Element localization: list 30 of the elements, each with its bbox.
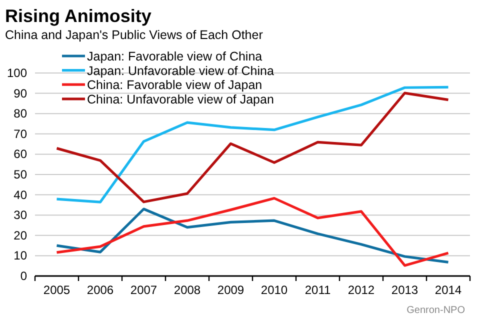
line-series [55, 196, 450, 267]
legend-label: Japan: Favorable view of China [87, 50, 262, 64]
legend-label: China: Favorable view of Japan [87, 78, 262, 92]
line-series [55, 208, 450, 264]
x-tick-label: 2012 [348, 283, 375, 297]
x-tick-label: 2006 [86, 283, 114, 297]
y-tick-label: 0 [20, 269, 28, 283]
x-tick-label: 2008 [174, 283, 201, 297]
x-tick-label: 2014 [434, 283, 462, 297]
y-tick-label: 70 [14, 126, 28, 141]
y-tick-label: 100 [6, 66, 28, 80]
legend-label: Japan: Unfavorable view of China [87, 64, 274, 78]
x-tick-label: 2005 [43, 283, 70, 297]
x-tick-label: 2009 [217, 283, 244, 297]
y-tick-label: 30 [14, 208, 28, 222]
y-tick-label: 20 [14, 228, 28, 242]
chart-subtitle: China and Japan's Public Views of Each Other [5, 28, 263, 42]
chart-title: Rising Animosity [5, 6, 152, 26]
x-tick-label: 2011 [304, 283, 331, 297]
text: Genron-NPO [406, 305, 466, 316]
y-tick-label: 40 [14, 188, 28, 202]
legend-label: China: Unfavorable view of Japan [87, 92, 274, 106]
x-tick-label: 2010 [260, 283, 288, 297]
y-tick-label: 10 [14, 248, 28, 263]
x-tick-label: 2007 [130, 283, 158, 297]
y-tick-label: 90 [14, 86, 28, 100]
x-tick-label: 2013 [391, 283, 418, 297]
y-tick-label: 80 [14, 106, 28, 121]
y-tick-label: 50 [14, 168, 28, 182]
y-tick-label: 60 [14, 147, 28, 162]
